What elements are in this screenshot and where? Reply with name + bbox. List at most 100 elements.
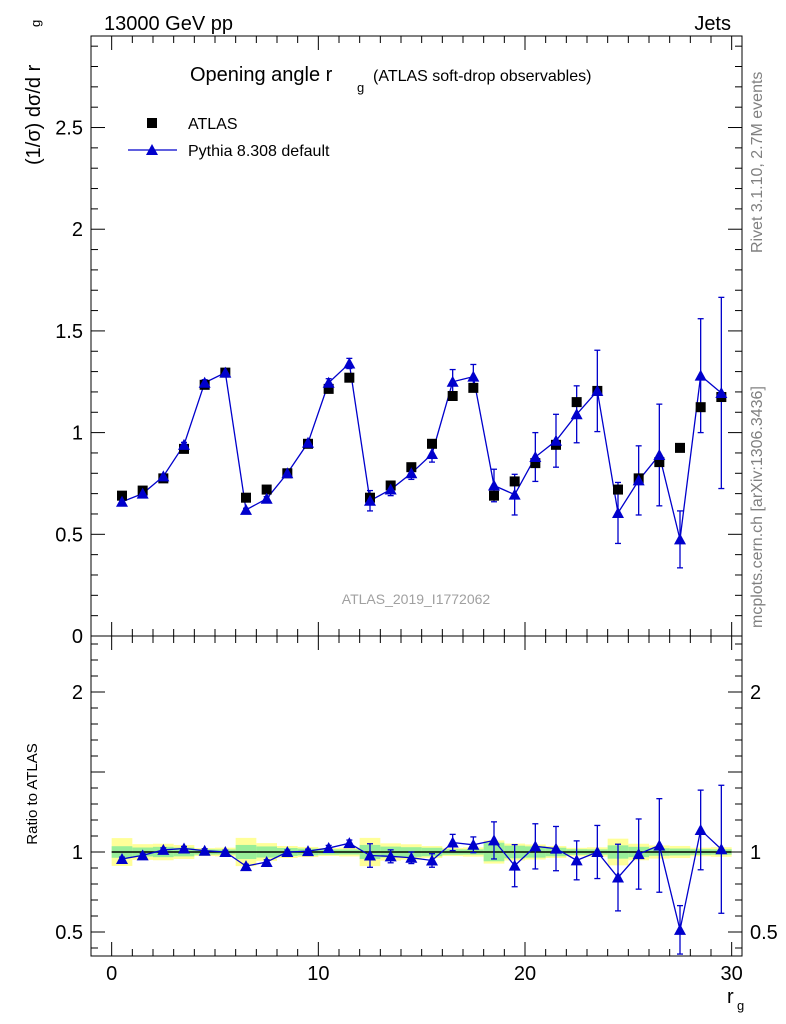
pythia-point xyxy=(632,474,645,486)
legend-atlas-marker xyxy=(147,118,157,128)
legend: ATLAS Pythia 8.308 default xyxy=(128,116,330,160)
atlas-point xyxy=(241,492,251,503)
atlas-point xyxy=(117,490,127,501)
ratio-point xyxy=(612,871,624,883)
y-tick-label: 0 xyxy=(72,626,83,648)
ratio-y-tick-label: 1 xyxy=(72,842,83,864)
x-axis-title-sub: g xyxy=(737,998,744,1013)
atlas-point xyxy=(613,484,623,495)
atlas-point xyxy=(323,383,334,394)
pythia-point xyxy=(364,494,376,506)
pythia-point xyxy=(240,503,252,515)
process-label: 13000 GeV pp xyxy=(104,13,233,35)
pythia-point xyxy=(570,408,583,420)
pythia-point xyxy=(343,357,356,369)
pythia-point xyxy=(384,483,397,495)
ratio-point xyxy=(405,851,418,863)
y-tick-label: 2.5 xyxy=(55,118,83,140)
ratio-y-tick-label-right: 1 xyxy=(750,842,761,864)
ratio-point xyxy=(467,838,480,850)
ratio-point xyxy=(674,923,686,935)
pythia-point xyxy=(178,438,190,450)
pythia-point xyxy=(405,467,418,479)
pythia-point xyxy=(529,451,542,463)
atlas-point xyxy=(675,442,685,453)
x-axis-title-main: r xyxy=(727,986,734,1008)
pythia-series-line xyxy=(121,362,722,540)
chart-title-sub: g xyxy=(357,80,364,95)
ratio-point xyxy=(508,859,521,871)
ratio-point xyxy=(632,848,645,860)
mcplots-credit-label: mcplots.cern.ch [arXiv:1306.3436] xyxy=(749,386,766,628)
ratio-point xyxy=(281,846,294,857)
chart-title: Opening angle r g (ATLAS soft-drop obser… xyxy=(190,64,591,95)
ratio-point xyxy=(570,854,583,866)
pythia-point xyxy=(591,384,604,396)
ratio-point xyxy=(488,834,500,846)
ratio-y-tick-label-right: 0.5 xyxy=(750,922,778,944)
ratio-point xyxy=(322,842,335,854)
ratio-y-tick-label: 2 xyxy=(72,682,83,704)
atlas-point xyxy=(654,457,665,468)
y-tick-label: 0.5 xyxy=(55,524,83,546)
pythia-point xyxy=(446,375,459,387)
pythia-point xyxy=(550,434,562,446)
pythia-point xyxy=(694,369,707,381)
category-label: Jets xyxy=(694,13,731,35)
pythia-point xyxy=(715,386,728,398)
ratio-point xyxy=(591,846,604,857)
atlas-point xyxy=(530,458,541,469)
main-panel: 0 0.5 1 1.5 2 2.5 xyxy=(55,35,743,648)
x-tick-label: 30 xyxy=(721,963,743,985)
ratio-y-axis-title: Ratio to ATLAS xyxy=(24,743,41,844)
pythia-point xyxy=(260,492,273,504)
pythia-point xyxy=(302,436,314,448)
ratio-y-tick-label: 0.5 xyxy=(55,922,83,944)
chart-title-main: Opening angle r xyxy=(190,64,333,86)
ratio-frame xyxy=(90,635,743,957)
y-axis-title: (1/σ) dσ/d r g xyxy=(23,20,45,165)
pythia-point xyxy=(508,488,521,500)
atlas-point xyxy=(344,372,355,383)
ratio-point xyxy=(426,854,438,866)
y-axis-title-sub: g xyxy=(28,20,43,27)
pythia-point xyxy=(488,479,500,491)
ratio-point xyxy=(364,849,376,861)
ratio-point xyxy=(157,843,170,855)
ratio-point xyxy=(198,844,211,856)
pythia-point xyxy=(219,366,232,378)
ratio-point xyxy=(260,856,273,867)
y-tick-label: 1 xyxy=(72,423,83,445)
ratio-point xyxy=(219,846,232,857)
x-tick-label: 10 xyxy=(307,963,329,985)
atlas-point xyxy=(261,484,272,495)
rivet-version-label: Rivet 3.1.10, 2.7M events xyxy=(749,72,766,253)
y-axis-title-main: (1/σ) dσ/d r xyxy=(23,64,45,165)
pythia-point xyxy=(653,448,666,460)
x-tick-label: 20 xyxy=(514,963,536,985)
ratio-point xyxy=(694,823,707,835)
ratio-point xyxy=(446,836,459,848)
ratio-panel: 0 10 20 30 0.5 0.5 1 1 2 2 xyxy=(55,635,778,985)
atlas-point xyxy=(468,382,479,393)
ratio-point xyxy=(715,843,728,855)
legend-pythia-label: Pythia 8.308 default xyxy=(188,143,330,160)
atlas-point xyxy=(489,490,499,501)
ratio-series-line xyxy=(121,828,722,930)
atlas-point xyxy=(406,462,417,473)
pythia-point xyxy=(116,495,128,507)
pythia-point xyxy=(426,447,438,459)
ratio-point xyxy=(550,842,562,854)
ratio-point xyxy=(529,840,542,852)
chart-title-rest: (ATLAS soft-drop observables) xyxy=(373,68,591,85)
pythia-point xyxy=(467,370,480,382)
ratio-point xyxy=(302,845,314,857)
atlas-point xyxy=(695,402,706,413)
pythia-point xyxy=(281,467,294,479)
pythia-point xyxy=(674,533,686,545)
legend-atlas-label: ATLAS xyxy=(188,116,238,133)
ratio-point xyxy=(136,849,149,861)
ratio-point xyxy=(240,860,252,872)
pythia-point xyxy=(322,376,335,388)
